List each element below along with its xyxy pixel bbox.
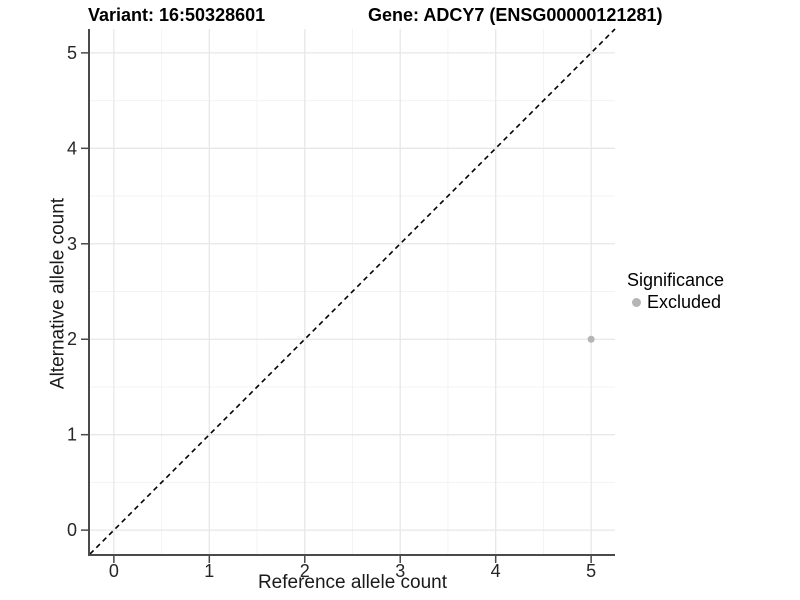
plot-title-gene: Gene: ADCY7 (ENSG00000121281) <box>368 5 663 25</box>
plot-title-variant: Variant: 16:50328601 <box>88 5 266 25</box>
identity-dashed-line <box>89 28 616 555</box>
legend-point-icon <box>632 297 641 307</box>
x-tick-label: 1 <box>204 561 214 581</box>
y-tick-label: 1 <box>67 425 77 445</box>
legend-item-excluded: Excluded <box>627 291 724 313</box>
y-tick-label: 5 <box>67 43 77 63</box>
axis-lines <box>88 29 615 556</box>
y-axis-title: Alternative allele count <box>47 197 69 390</box>
y-tick-label: 4 <box>67 138 77 158</box>
x-tick-label: 4 <box>491 561 501 581</box>
x-tick-label: 5 <box>586 561 596 581</box>
legend-item-label: Excluded <box>647 292 722 312</box>
x-tick-label: 0 <box>109 561 119 581</box>
y-tick-label: 0 <box>67 520 77 540</box>
x-axis-title: Reference allele count <box>257 572 448 593</box>
y-tick-label: 2 <box>67 329 77 349</box>
x-tick-label: 2 <box>300 561 310 581</box>
legend-title: Significance <box>627 270 725 290</box>
y-tick-label: 3 <box>67 234 77 254</box>
legend: Significance Excluded <box>627 269 724 313</box>
x-tick-label: 3 <box>395 561 405 581</box>
data-point <box>587 335 595 343</box>
